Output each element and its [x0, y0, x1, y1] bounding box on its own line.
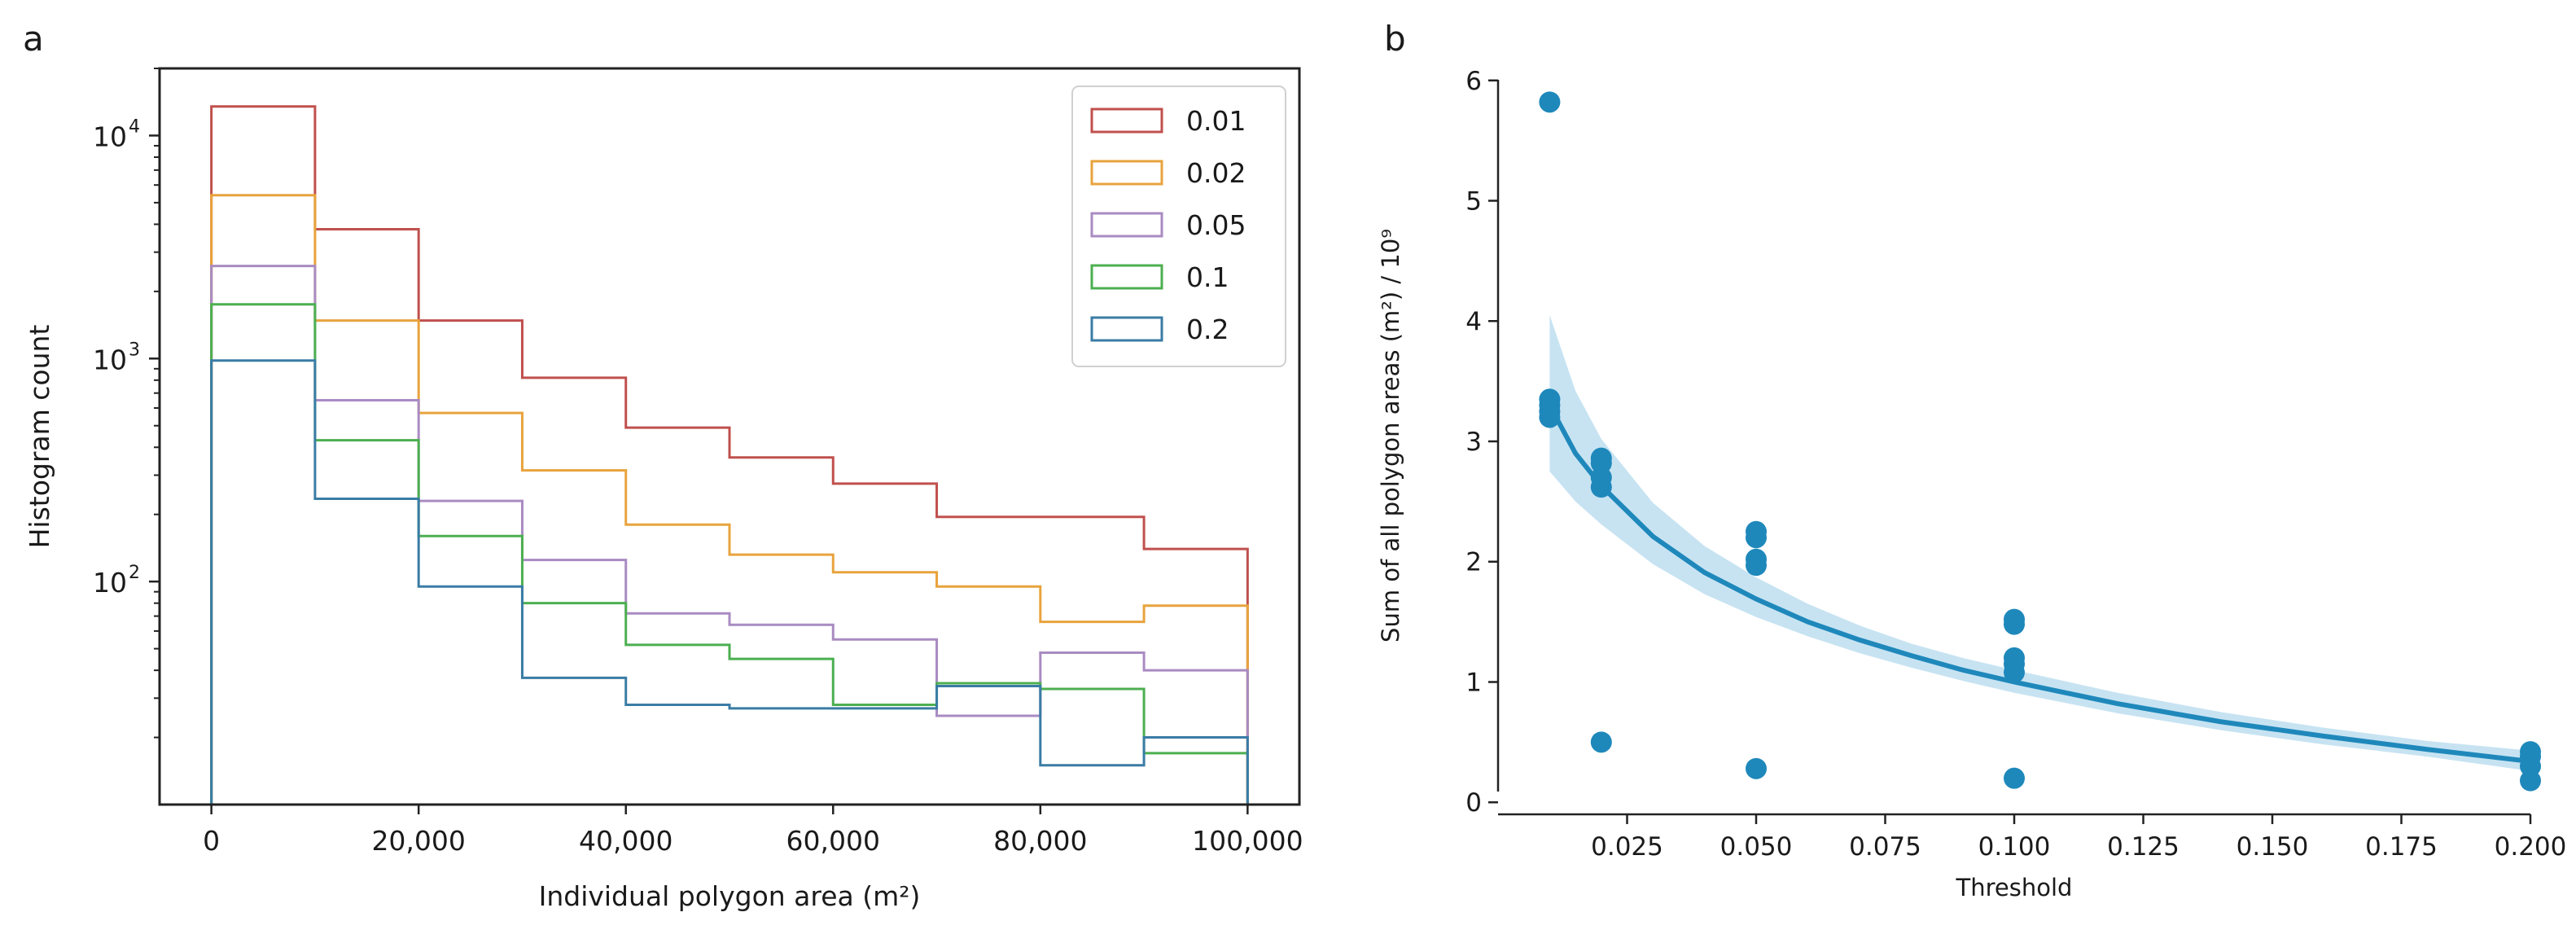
legend-swatch-0.01 [1090, 107, 1163, 134]
scatter-point [1746, 555, 1767, 577]
y-tick-label: 6 [1465, 67, 1482, 96]
panel-b: b 0.025 0.050 0.075 0.100 0.125 0.150 0.175 0.2… [1377, 19, 2566, 901]
panel-a-axes-frame [158, 67, 1301, 806]
scatter-point [2004, 613, 2025, 635]
panel-b-label: b [1384, 19, 1406, 59]
panel-a-label: a [23, 19, 44, 59]
x-tick-label: 0.150 [2236, 832, 2309, 862]
y-tick-label: 5 [1465, 187, 1482, 217]
legend-label-0.02: 0.02 [1186, 157, 1246, 189]
scatter-point [1746, 527, 1767, 549]
histogram-series-0.02 [210, 194, 1249, 805]
panel-a: a 0 20,000 40,000 60,000 80,000 100,000 10 210… [23, 19, 1303, 912]
scatter-point [2004, 661, 2025, 683]
x-tick-label: 0 [203, 825, 220, 857]
x-tick-label: 0.125 [2107, 832, 2180, 862]
scatter-points-group [1539, 91, 2541, 792]
x-tick-label: 20,000 [371, 825, 465, 857]
y-tick-label: 10 [93, 344, 127, 375]
histogram-series-0.05 [210, 265, 1249, 805]
legend-label-0.1: 0.1 [1186, 261, 1229, 293]
x-tick-label: 0.025 [1591, 832, 1663, 862]
x-tick-label: 80,000 [993, 825, 1087, 857]
legend-box [1071, 86, 1286, 367]
scatter-point [1590, 476, 1612, 498]
histogram-series-0.1 [210, 303, 1249, 805]
y-tick-label: 1 [1465, 668, 1482, 697]
legend-label-0.01: 0.01 [1186, 105, 1246, 137]
histogram-series-group [210, 105, 1249, 805]
legend-label-0.05: 0.05 [1186, 209, 1246, 241]
legend-label-0.2: 0.2 [1186, 314, 1229, 345]
confidence-band [1549, 314, 2530, 771]
x-tick-label: 0.075 [1849, 832, 1921, 862]
legend: 0.01 0.02 0.05 0.1 0.2 [1071, 86, 1286, 367]
x-tick-label: 0.200 [2495, 832, 2567, 862]
histogram-series-0.01 [210, 105, 1249, 805]
scatter-point [1590, 731, 1612, 753]
y-tick-label: 10 [93, 121, 127, 152]
x-axis-label: Individual polygon area (m²) [539, 880, 921, 912]
x-tick-label: 0.100 [1978, 832, 2051, 862]
y-tick-exponent: 2 [129, 563, 140, 583]
x-axis-ticks: 0 20,000 40,000 60,000 80,000 100,000 [203, 805, 1303, 857]
x-tick-label: 40,000 [579, 825, 672, 857]
legend-swatch-0.05 [1090, 212, 1163, 238]
y-tick-label: 0 [1465, 788, 1482, 818]
scatter-point [1539, 406, 1561, 428]
x-tick-label: 60,000 [786, 825, 880, 857]
regression-line-group [1547, 404, 2531, 764]
regression-line [1547, 404, 2531, 764]
x-axis-label: Threshold [1956, 874, 2073, 901]
y-tick-label: 10 [93, 567, 127, 599]
x-axis-ticks: 0.025 0.050 0.075 0.100 0.125 0.150 0.175 0.200 [1591, 814, 2566, 862]
x-tick-label: 0.050 [1720, 832, 1793, 862]
histogram-series-0.2 [210, 359, 1249, 805]
x-tick-label: 0.175 [2365, 832, 2438, 862]
y-axis-ticks: 0 1 2 3 4 5 6 [1465, 67, 1498, 818]
y-axis-label: Histogram count [24, 325, 55, 549]
y-tick-label: 4 [1465, 307, 1482, 336]
y-tick-label: 2 [1465, 548, 1482, 577]
scatter-point [1746, 757, 1767, 779]
legend-swatch-0.2 [1090, 316, 1163, 342]
scatter-point [1539, 91, 1561, 113]
confidence-band-group [1549, 314, 2530, 771]
y-tick-exponent: 3 [129, 340, 140, 360]
y-tick-exponent: 4 [129, 116, 140, 137]
legend-swatch-0.1 [1090, 264, 1163, 290]
legend-swatch-0.02 [1090, 160, 1163, 186]
x-tick-label: 100,000 [1192, 825, 1303, 857]
y-tick-label: 3 [1465, 428, 1482, 457]
y-axis-label: Sum of all polygon areas (m²) / 10⁹ [1377, 229, 1404, 643]
scatter-point [2004, 767, 2025, 789]
scatter-point [2520, 770, 2541, 792]
